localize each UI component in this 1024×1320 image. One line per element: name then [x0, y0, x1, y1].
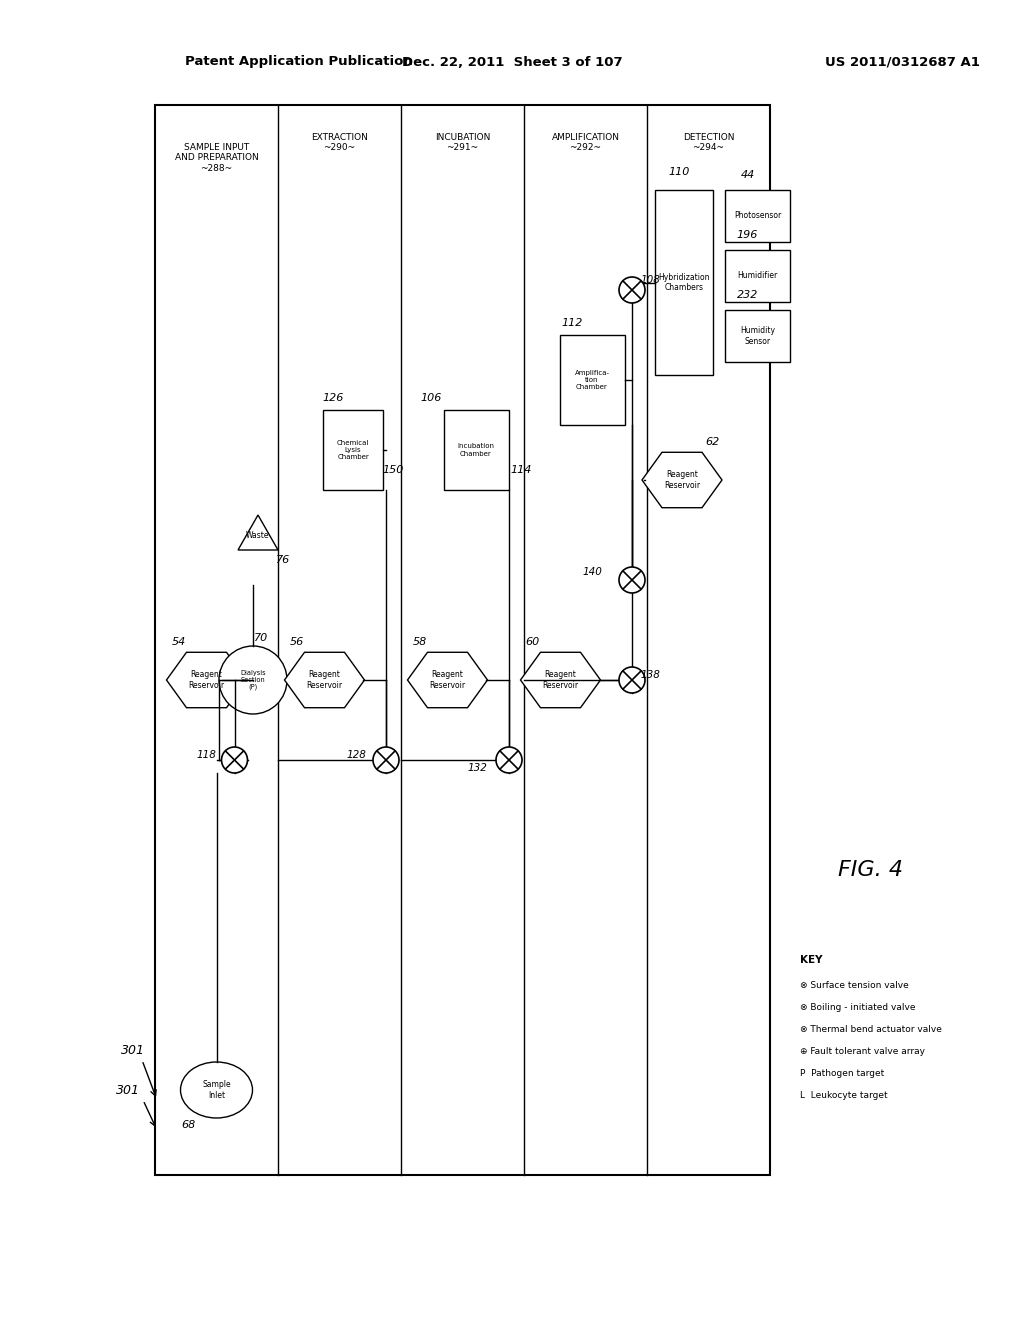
Text: 106: 106: [420, 393, 441, 403]
Bar: [725, 310, 790, 362]
Text: Reagent
Reservoir: Reagent Reservoir: [188, 671, 224, 689]
Polygon shape: [238, 515, 278, 550]
Polygon shape: [642, 453, 722, 508]
Text: 44: 44: [740, 170, 755, 180]
Circle shape: [221, 747, 248, 774]
Text: 58: 58: [413, 638, 427, 647]
Text: P  Pathogen target: P Pathogen target: [800, 1068, 885, 1077]
Bar: [323, 411, 383, 490]
Text: Sample
Inlet: Sample Inlet: [202, 1080, 230, 1100]
Polygon shape: [520, 652, 600, 708]
Text: 110: 110: [669, 168, 690, 177]
Circle shape: [618, 277, 645, 304]
Text: Dialysis
Section
(P): Dialysis Section (P): [241, 669, 266, 690]
Text: Humidity
Sensor: Humidity Sensor: [740, 326, 775, 346]
Text: 301: 301: [116, 1084, 140, 1097]
Text: L  Leukocyte target: L Leukocyte target: [800, 1090, 888, 1100]
Text: EXTRACTION
~290~: EXTRACTION ~290~: [311, 133, 368, 152]
Text: AMPLIFICATION
~292~: AMPLIFICATION ~292~: [552, 133, 620, 152]
Text: 56: 56: [290, 638, 304, 647]
Text: Reagent
Reservoir: Reagent Reservoir: [429, 671, 466, 689]
Circle shape: [618, 568, 645, 593]
Text: DETECTION
~294~: DETECTION ~294~: [683, 133, 734, 152]
Bar: [559, 335, 625, 425]
Text: 118: 118: [197, 750, 216, 760]
Text: Photosensor: Photosensor: [734, 211, 781, 220]
Text: Amplifica-
tion
Chamber: Amplifica- tion Chamber: [574, 370, 609, 389]
Text: 112: 112: [561, 318, 583, 327]
Text: ⊗ Thermal bend actuator valve: ⊗ Thermal bend actuator valve: [800, 1024, 942, 1034]
Ellipse shape: [180, 1063, 253, 1118]
Text: 232: 232: [737, 290, 758, 300]
Text: ⊗ Boiling - initiated valve: ⊗ Boiling - initiated valve: [800, 1002, 915, 1011]
Text: 132: 132: [467, 763, 487, 774]
Polygon shape: [408, 652, 487, 708]
Text: INCUBATION
~291~: INCUBATION ~291~: [435, 133, 490, 152]
Text: US 2011/0312687 A1: US 2011/0312687 A1: [825, 55, 980, 69]
Text: ⊕ Fault tolerant valve array: ⊕ Fault tolerant valve array: [800, 1047, 925, 1056]
Text: Patent Application Publication: Patent Application Publication: [185, 55, 413, 69]
Text: 60: 60: [525, 638, 540, 647]
Bar: [725, 190, 790, 242]
Text: 126: 126: [323, 393, 344, 403]
Polygon shape: [285, 652, 365, 708]
Ellipse shape: [219, 645, 287, 714]
Text: Humidifier: Humidifier: [737, 272, 777, 281]
Text: 196: 196: [737, 230, 758, 240]
Circle shape: [618, 667, 645, 693]
Text: 108: 108: [640, 275, 659, 285]
Bar: [655, 190, 713, 375]
Text: Reagent
Reservoir: Reagent Reservoir: [664, 470, 700, 490]
Text: 54: 54: [171, 638, 185, 647]
Circle shape: [496, 747, 522, 774]
Text: 140: 140: [582, 568, 602, 577]
Text: ⊗ Surface tension valve: ⊗ Surface tension valve: [800, 981, 908, 990]
Text: SAMPLE INPUT
AND PREPARATION
~288~: SAMPLE INPUT AND PREPARATION ~288~: [175, 143, 258, 173]
Text: Waste: Waste: [246, 531, 269, 540]
Circle shape: [373, 747, 399, 774]
Text: FIG. 4: FIG. 4: [838, 861, 902, 880]
Bar: [725, 249, 790, 302]
Bar: [155, 106, 770, 1175]
Text: 76: 76: [275, 554, 290, 565]
Text: 301: 301: [121, 1044, 145, 1056]
Text: Chemical
Lysis
Chamber: Chemical Lysis Chamber: [337, 440, 370, 459]
Text: Reagent
Reservoir: Reagent Reservoir: [306, 671, 343, 689]
Text: 68: 68: [181, 1119, 196, 1130]
Bar: [443, 411, 509, 490]
Text: 138: 138: [640, 671, 659, 680]
Polygon shape: [167, 652, 247, 708]
Text: Hybridization
Chambers: Hybridization Chambers: [658, 273, 710, 292]
Text: KEY: KEY: [800, 954, 822, 965]
Text: Dec. 22, 2011  Sheet 3 of 107: Dec. 22, 2011 Sheet 3 of 107: [401, 55, 623, 69]
Text: 62: 62: [705, 437, 719, 447]
Text: Incubation
Chamber: Incubation Chamber: [458, 444, 495, 457]
Text: 70: 70: [254, 634, 268, 643]
Text: Reagent
Reservoir: Reagent Reservoir: [543, 671, 579, 689]
Text: 128: 128: [346, 750, 366, 760]
Text: 114: 114: [510, 465, 531, 475]
Text: 150: 150: [382, 465, 403, 475]
